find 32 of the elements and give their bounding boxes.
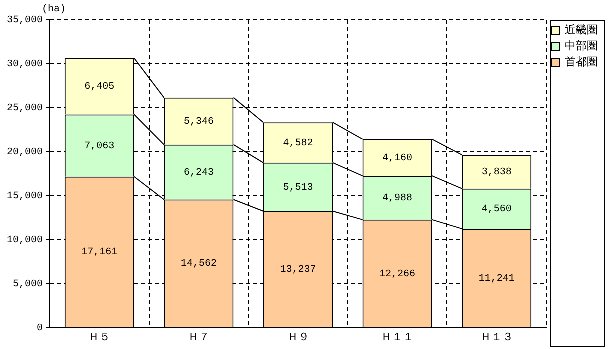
data-label: 6,405: [84, 82, 115, 94]
data-label: 5,513: [283, 182, 314, 194]
x-tick-label: Ｈ５: [88, 332, 111, 344]
data-label: 12,266: [380, 269, 416, 280]
y-tick-label: 20,000: [6, 148, 44, 159]
legend-label: 中部圏: [565, 39, 598, 54]
data-label: 11,241: [478, 274, 515, 285]
data-label: 13,237: [280, 264, 316, 276]
legend-label: 近畿圏: [565, 23, 598, 38]
data-label: 4,988: [382, 194, 413, 205]
data-label: 4,582: [283, 138, 314, 150]
y-tick-label: 5,000: [12, 279, 44, 290]
x-tick-label: Ｈ１１: [381, 332, 414, 344]
x-tick-label: Ｈ９: [287, 332, 310, 344]
data-label: 6,243: [184, 168, 214, 179]
data-label: 5,346: [184, 116, 214, 128]
data-label: 4,160: [382, 153, 413, 164]
y-tick-label: 15,000: [6, 192, 44, 203]
y-tick-label: 35,000: [6, 16, 44, 27]
data-label: 7,063: [84, 141, 115, 152]
data-label: 14,562: [180, 259, 217, 270]
y-tick-label: 25,000: [6, 104, 44, 115]
y-tick-label: 10,000: [6, 236, 44, 246]
y-tick-label: 0: [36, 323, 44, 334]
y-axis-title: (ha): [42, 4, 66, 16]
x-tick-label: Ｈ７: [188, 332, 210, 344]
x-tick-label: Ｈ１３: [480, 332, 514, 344]
data-label: 3,838: [482, 168, 512, 179]
data-label: 4,560: [482, 204, 512, 216]
data-label: 17,161: [82, 248, 118, 259]
legend-label: 首都圏: [565, 55, 598, 70]
y-tick-label: 30,000: [6, 60, 44, 71]
